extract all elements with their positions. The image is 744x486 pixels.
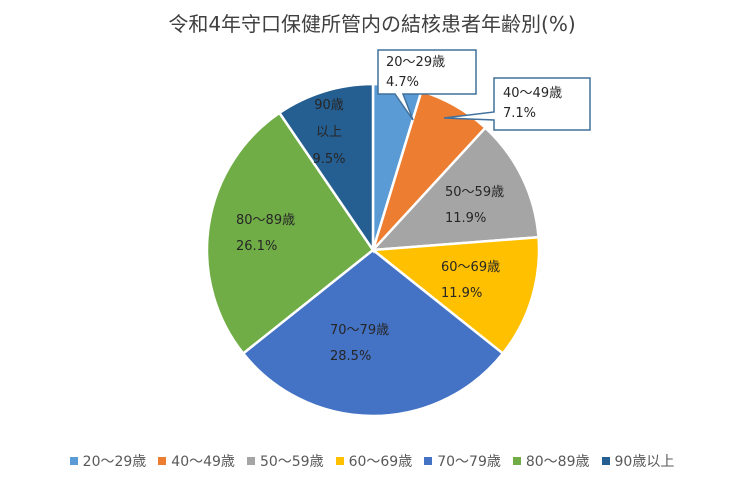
data-label-6-line-2: 26.1%	[236, 239, 277, 254]
pie-slice-5	[241, 248, 505, 418]
data-label-3-line-1: 50～59歳	[445, 185, 504, 200]
chart-title: 令和4年守口保健所管内の結核患者年齢別(%)	[168, 12, 576, 36]
data-label-4-line-1: 60～69歳	[441, 260, 500, 275]
data-label-6-line-1: 80～89歳	[236, 213, 295, 228]
data-label-4-line-2: 11.9%	[441, 286, 482, 301]
legend-swatch-2	[158, 457, 167, 465]
legend-item-6: 80～89歳	[512, 451, 590, 471]
data-label-5-line-2: 28.5%	[330, 349, 371, 364]
legend-item-5: 70～79歳	[424, 451, 501, 471]
legend-swatch-7	[601, 457, 610, 465]
data-label-7-line-2: 以上	[316, 125, 342, 140]
data-label-5-line-1: 70～79歳	[330, 323, 389, 338]
data-label-2-line-1: 40～49歳	[503, 86, 562, 101]
legend-item-3: 50～59歳	[246, 451, 324, 471]
data-label-1-line-1: 20～29歳	[386, 55, 445, 70]
pie-slice-3	[369, 126, 540, 252]
pie-slice-6	[205, 111, 375, 356]
legend-swatch-3	[246, 457, 255, 465]
legend-item-2: 40～49歳	[158, 451, 235, 471]
legend-item-4: 60～69歳	[335, 451, 413, 471]
data-label-7-line-1: 90歳	[314, 98, 344, 113]
pie-slice-4	[369, 235, 541, 356]
legend-label-6: 80～89歳	[525, 454, 590, 470]
legend-label-5: 70～79歳	[437, 454, 501, 470]
legend-item-7: 90歳以上	[601, 451, 675, 471]
data-label-callout-2	[443, 77, 591, 131]
data-label-7-line-3: 9.5%	[312, 152, 345, 167]
legend-swatch-4	[335, 457, 344, 465]
legend-swatch-5	[424, 457, 433, 465]
data-label-3-line-2: 11.9%	[445, 211, 486, 226]
legend-swatch-1	[69, 457, 78, 465]
legend-label-7: 90歳以上	[614, 454, 675, 470]
data-label-1-line-2: 4.7%	[386, 75, 419, 90]
legend-label-2: 40～49歳	[171, 454, 235, 470]
data-label-callout-1	[377, 49, 477, 121]
legend-item-1: 20～29歳	[69, 451, 147, 471]
legend-swatch-6	[512, 457, 521, 465]
data-label-2-line-2: 7.1%	[503, 106, 536, 121]
legend-label-4: 60～69歳	[348, 454, 413, 470]
legend-label-3: 50～59歳	[259, 454, 324, 470]
legend-label-1: 20～29歳	[82, 454, 147, 470]
pie-slice-7	[277, 82, 375, 255]
legend: 20～29歳 40～49歳 50～59歳 60～69歳 70～79歳 80～89歳 90歳以…	[0, 451, 744, 471]
